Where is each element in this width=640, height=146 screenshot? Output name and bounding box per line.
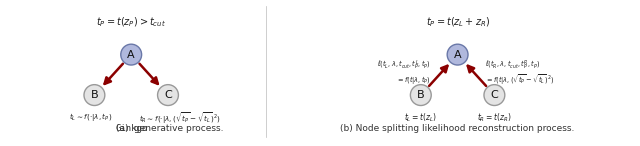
Circle shape xyxy=(84,85,105,106)
Text: $\ell(t_R, \lambda, t_{cut}, t_P^R, t_P)$: $\ell(t_R, \lambda, t_{cut}, t_P^R, t_P)… xyxy=(484,59,540,72)
Circle shape xyxy=(121,44,141,65)
Text: B: B xyxy=(91,90,98,100)
Circle shape xyxy=(410,85,431,106)
Text: $t_P = t(z_P) > t_{cut}$: $t_P = t(z_P) > t_{cut}$ xyxy=(96,15,166,29)
Text: $= f(t|\lambda, t_P)$: $= f(t|\lambda, t_P)$ xyxy=(396,74,431,86)
Text: A: A xyxy=(454,50,461,60)
Text: C: C xyxy=(164,90,172,100)
Circle shape xyxy=(157,85,179,106)
Text: generative process.: generative process. xyxy=(131,124,224,133)
Text: $t_L \sim f(\cdot|\lambda, t_P)$: $t_L \sim f(\cdot|\lambda, t_P)$ xyxy=(69,111,113,123)
Text: $= f(t|\lambda, (\sqrt{t_P} - \sqrt{t_L})^2)$: $= f(t|\lambda, (\sqrt{t_P} - \sqrt{t_L}… xyxy=(484,73,554,87)
Text: B: B xyxy=(417,90,424,100)
Text: Ginkgo: Ginkgo xyxy=(115,124,147,133)
Circle shape xyxy=(484,85,505,106)
Text: $t_L = t(z_L)$: $t_L = t(z_L)$ xyxy=(404,111,437,124)
Text: $t_R = t(z_R)$: $t_R = t(z_R)$ xyxy=(477,111,512,124)
Text: $\ell(t_L, \lambda, t_{cut}, t_P^L, t_P)$: $\ell(t_L, \lambda, t_{cut}, t_P^L, t_P)… xyxy=(377,59,431,72)
Text: A: A xyxy=(127,50,135,60)
Text: $t_R \sim f(\cdot|\lambda, (\sqrt{t_P} - \sqrt{t_L})^2)$: $t_R \sim f(\cdot|\lambda, (\sqrt{t_P} -… xyxy=(140,111,221,126)
Text: $t_P = t(z_L + z_R)$: $t_P = t(z_L + z_R)$ xyxy=(426,15,490,29)
Text: (a): (a) xyxy=(116,124,131,133)
Text: C: C xyxy=(490,90,499,100)
Text: (b) Node splitting likelihood reconstruction process.: (b) Node splitting likelihood reconstruc… xyxy=(340,124,575,133)
Circle shape xyxy=(447,44,468,65)
